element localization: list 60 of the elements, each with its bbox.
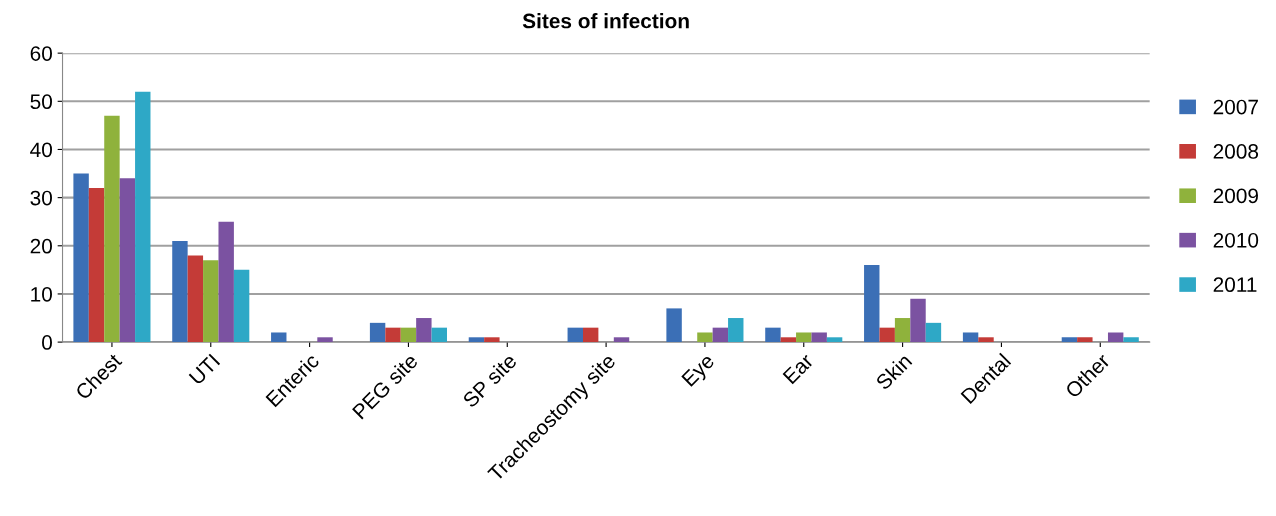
bar — [780, 337, 797, 343]
y-tick-label: 10 — [31, 286, 52, 302]
bar — [712, 327, 729, 343]
bar — [172, 240, 188, 343]
bar — [484, 337, 500, 343]
bar — [119, 178, 136, 343]
bar — [567, 327, 583, 343]
bar — [811, 332, 827, 343]
bar — [728, 318, 744, 343]
legend-label: 2008 — [1213, 144, 1259, 159]
x-tick-label: SP site — [461, 352, 518, 409]
x-tick-label: Eye — [681, 353, 719, 390]
bar — [431, 327, 447, 343]
bar — [400, 327, 417, 343]
bar — [765, 327, 781, 343]
bar — [233, 269, 250, 343]
bar — [385, 327, 401, 343]
legend-label: 2011 — [1213, 277, 1257, 293]
bar — [910, 298, 926, 343]
x-tick-label: UTI — [188, 353, 221, 386]
legend-label: 2010 — [1213, 232, 1259, 248]
bar — [613, 337, 630, 343]
bar — [369, 322, 386, 343]
bar — [1077, 337, 1093, 343]
bar — [879, 327, 895, 343]
x-tick-label: Skin — [874, 352, 913, 391]
bar — [88, 188, 105, 343]
y-tick-label: 50 — [30, 94, 52, 110]
bar — [271, 332, 287, 343]
bar — [416, 318, 432, 343]
bar — [697, 332, 713, 343]
bar — [218, 221, 234, 343]
y-tick-label: 20 — [30, 238, 52, 254]
legend-label: 2007 — [1213, 99, 1258, 115]
bar — [925, 322, 942, 343]
bar — [666, 308, 682, 343]
y-tick-label: 30 — [30, 190, 52, 206]
bar — [1123, 337, 1139, 343]
x-tick-label: Ear — [782, 352, 815, 385]
bar — [962, 332, 979, 343]
chart-title: Sites of infection — [522, 13, 689, 29]
bar — [1107, 332, 1124, 343]
bar — [864, 265, 880, 343]
y-tick-label: 0 — [42, 335, 52, 350]
bar — [826, 337, 843, 343]
legend-label: 2009 — [1213, 188, 1258, 204]
bar — [978, 337, 994, 343]
bar — [203, 260, 219, 343]
bar — [135, 91, 151, 343]
bar — [468, 337, 485, 343]
bar — [796, 332, 812, 343]
y-tick-label: 60 — [30, 46, 52, 61]
y-tick-label: 40 — [30, 142, 52, 158]
bar — [104, 115, 120, 343]
bar — [1061, 337, 1078, 343]
bar — [317, 337, 333, 343]
bar — [894, 318, 911, 343]
bar — [73, 173, 89, 343]
bar — [582, 327, 599, 343]
bar — [187, 255, 204, 343]
